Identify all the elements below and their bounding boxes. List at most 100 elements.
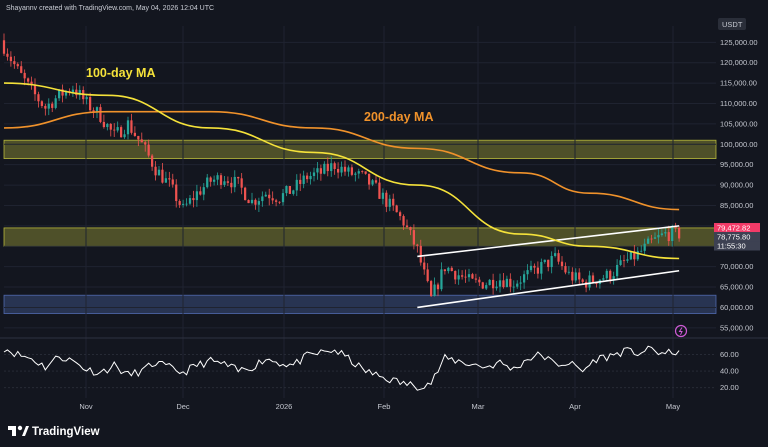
- candle-body-187: [646, 238, 650, 244]
- candle-body-2: [9, 56, 13, 62]
- ma-100-line: [3, 82, 680, 260]
- x-tick-4: Mar: [472, 402, 485, 411]
- candle-body-157: [543, 259, 546, 263]
- candle-body-145: [502, 280, 505, 288]
- price-label-0: 79,472.82: [717, 224, 750, 233]
- price-label-1: 78,775.80: [717, 233, 750, 242]
- y-tick-2: 65,000.00: [720, 283, 753, 292]
- candle-body-5: [20, 66, 23, 73]
- candle-body-165: [571, 271, 574, 281]
- candle-body-195: [674, 227, 677, 228]
- candle-body-181: [626, 259, 629, 261]
- candle-body-68: [237, 176, 240, 179]
- candle-body-45: [157, 169, 161, 176]
- candle-body-95: [330, 163, 333, 172]
- candle-body-14: [51, 103, 54, 108]
- candle-body-55: [192, 198, 195, 201]
- candle-body-103: [357, 171, 360, 174]
- candle-body-153: [529, 265, 533, 271]
- candle-body-21: [75, 89, 78, 96]
- candle-body-89: [309, 175, 312, 180]
- candle-body-98: [340, 166, 343, 173]
- candle-body-183: [633, 251, 636, 260]
- candle-body-43: [150, 155, 154, 167]
- candle-body-8: [30, 81, 33, 86]
- candle-body-160: [553, 253, 557, 256]
- candle-body-1: [6, 53, 9, 57]
- candle-body-101: [350, 167, 354, 175]
- candle-body-76: [264, 194, 267, 197]
- moving-averages: [3, 82, 680, 260]
- candle-body-176: [609, 270, 612, 281]
- candle-body-64: [223, 181, 226, 185]
- candle-body-65: [226, 181, 230, 183]
- channel-lower: [417, 269, 680, 309]
- candle-body-40: [140, 139, 143, 143]
- candle-body-22: [78, 90, 81, 96]
- candle-body-134: [464, 276, 467, 278]
- candle-body-144: [498, 280, 502, 287]
- candle-body-185: [640, 250, 643, 252]
- candle-body-142: [491, 279, 495, 289]
- candle-body-167: [578, 272, 581, 280]
- ma-100-label: 100-day MA: [86, 66, 155, 80]
- candle-body-193: [667, 232, 670, 242]
- candle-body-140: [485, 285, 488, 289]
- time-axis[interactable]: Nov Dec 2026 Feb Mar Apr May: [79, 402, 680, 411]
- candle-body-34: [119, 127, 123, 138]
- candle-body-188: [650, 238, 653, 240]
- support-resistance-zones: [3, 139, 717, 314]
- candle-body-194: [671, 227, 674, 242]
- candle-body-168: [581, 279, 584, 282]
- candle-body-87: [302, 175, 305, 184]
- candle-body-133: [460, 275, 464, 277]
- candle-body-69: [240, 178, 243, 188]
- candle-body-170: [588, 275, 591, 288]
- oscillator-pane: 20.00 40.00 60.00: [3, 345, 739, 392]
- tradingview-logo[interactable]: TradingView: [8, 425, 100, 438]
- candle-body-0: [2, 40, 6, 54]
- candle-body-51: [178, 201, 181, 205]
- x-tick-2: 2026: [276, 402, 293, 411]
- x-tick-3: Feb: [378, 402, 391, 411]
- candle-body-18: [64, 91, 68, 96]
- x-tick-0: Nov: [79, 402, 93, 411]
- candle-body-108: [374, 180, 378, 183]
- candle-body-88: [305, 175, 309, 180]
- candle-body-99: [343, 166, 347, 172]
- candle-body-179: [619, 260, 622, 265]
- candle-body-94: [326, 163, 329, 172]
- osc-tick-0: 20.00: [720, 383, 739, 392]
- candle-body-178: [615, 264, 619, 277]
- candle-body-49: [171, 179, 174, 185]
- candle-body-107: [371, 180, 374, 185]
- candle-body-42: [147, 144, 150, 156]
- candle-body-163: [564, 266, 567, 273]
- candle-body-147: [509, 278, 512, 287]
- price-label-bg-1: [714, 232, 760, 242]
- candle-body-112: [388, 198, 391, 207]
- zone-0: [3, 139, 717, 159]
- candle-body-130: [450, 267, 453, 272]
- candle-body-79: [274, 200, 278, 202]
- candle-body-25: [88, 97, 92, 111]
- currency-badge[interactable]: [718, 18, 746, 30]
- candle-body-6: [23, 72, 26, 79]
- candle-body-74: [257, 201, 261, 205]
- candle-body-46: [161, 169, 164, 183]
- y-tick-14: 125,000.00: [720, 38, 758, 47]
- candle-body-77: [268, 194, 271, 199]
- candle-body-110: [381, 192, 385, 199]
- candle-body-78: [271, 198, 274, 201]
- candle-body-104: [361, 171, 364, 172]
- alert-icon[interactable]: [674, 324, 688, 338]
- candle-body-37: [130, 120, 133, 133]
- y-tick-6: 85,000.00: [720, 201, 753, 210]
- candle-body-164: [567, 271, 571, 273]
- ma-200-line: [3, 110, 680, 211]
- candle-body-150: [519, 282, 522, 284]
- candle-body-131: [454, 271, 457, 280]
- price-axis[interactable]: 55,000.0060,000.0065,000.0070,000.0075,0…: [720, 38, 758, 333]
